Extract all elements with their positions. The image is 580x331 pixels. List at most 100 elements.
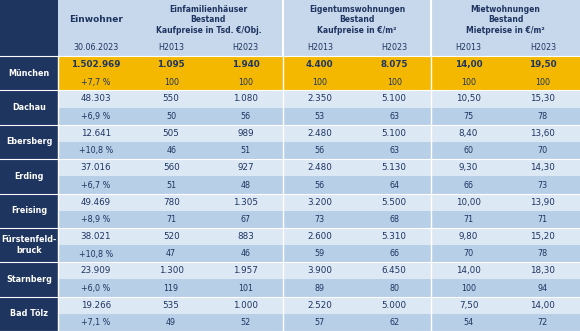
Text: 37.016: 37.016 xyxy=(81,163,111,172)
Text: 1.000: 1.000 xyxy=(233,301,258,310)
Text: 51: 51 xyxy=(166,181,176,190)
Bar xyxy=(0,90,58,125)
Bar xyxy=(506,40,580,56)
Text: 23.909: 23.909 xyxy=(81,266,111,275)
Bar xyxy=(432,0,580,40)
Bar xyxy=(134,40,208,56)
Text: 1.305: 1.305 xyxy=(233,198,258,207)
Bar xyxy=(58,314,580,331)
Text: +6,9 %: +6,9 % xyxy=(81,112,111,121)
Bar xyxy=(58,297,580,314)
Text: +6,7 %: +6,7 % xyxy=(81,181,111,190)
Text: Ebersberg: Ebersberg xyxy=(6,137,52,146)
Text: 989: 989 xyxy=(237,129,254,138)
Text: 10,50: 10,50 xyxy=(456,94,481,104)
Bar xyxy=(58,142,580,159)
Text: 62: 62 xyxy=(389,318,399,327)
Text: 56: 56 xyxy=(315,146,325,155)
Bar xyxy=(58,245,580,262)
Bar xyxy=(58,176,580,194)
Text: 3.200: 3.200 xyxy=(307,198,332,207)
Text: 49.469: 49.469 xyxy=(81,198,111,207)
Text: 6.450: 6.450 xyxy=(382,266,407,275)
Bar xyxy=(432,40,506,56)
Bar xyxy=(58,108,580,125)
Text: 3.900: 3.900 xyxy=(307,266,332,275)
Text: Einfamilienhäuser
Bestand
Kaufpreise in Tsd. €/Obj.: Einfamilienhäuser Bestand Kaufpreise in … xyxy=(155,5,261,35)
Text: H2023: H2023 xyxy=(233,43,259,53)
Text: Einwohner: Einwohner xyxy=(69,16,123,24)
Bar xyxy=(208,40,282,56)
Text: 70: 70 xyxy=(463,250,473,259)
Text: H2013: H2013 xyxy=(307,43,333,53)
Text: Erding: Erding xyxy=(14,172,44,181)
Bar xyxy=(0,262,58,297)
Bar xyxy=(0,40,58,56)
Text: 46: 46 xyxy=(241,250,251,259)
Text: Mietwohnungen
Bestand
Mietpreise in €/m²: Mietwohnungen Bestand Mietpreise in €/m² xyxy=(466,5,545,35)
Text: 1.940: 1.940 xyxy=(231,60,259,69)
Text: 94: 94 xyxy=(538,284,548,293)
Text: H2023: H2023 xyxy=(530,43,556,53)
Text: Freising: Freising xyxy=(11,206,47,215)
Text: 2.480: 2.480 xyxy=(307,129,332,138)
Text: 80: 80 xyxy=(389,284,399,293)
Text: H2023: H2023 xyxy=(381,43,407,53)
Bar xyxy=(0,297,58,331)
Text: 2.350: 2.350 xyxy=(307,94,332,104)
Text: 1.095: 1.095 xyxy=(157,60,185,69)
Text: Dachau: Dachau xyxy=(12,103,46,112)
Text: 71: 71 xyxy=(166,215,176,224)
Text: +7,7 %: +7,7 % xyxy=(81,78,111,87)
Text: Eigentumswohnungen
Bestand
Kaufpreise in €/m²: Eigentumswohnungen Bestand Kaufpreise in… xyxy=(309,5,405,35)
Text: 54: 54 xyxy=(463,318,473,327)
Text: 1.502.969: 1.502.969 xyxy=(71,60,121,69)
Text: 66: 66 xyxy=(389,250,399,259)
Text: Fürstenfeld-
bruck: Fürstenfeld- bruck xyxy=(1,235,57,255)
Text: 100: 100 xyxy=(313,78,327,87)
Text: +6,0 %: +6,0 % xyxy=(81,284,111,293)
Text: 73: 73 xyxy=(315,215,325,224)
Text: 71: 71 xyxy=(538,215,548,224)
Bar xyxy=(58,279,580,297)
Text: +10,8 %: +10,8 % xyxy=(79,146,113,155)
Bar xyxy=(0,56,58,90)
Text: Starnberg: Starnberg xyxy=(6,275,52,284)
Text: 57: 57 xyxy=(315,318,325,327)
Text: 15,30: 15,30 xyxy=(530,94,555,104)
Text: 10,00: 10,00 xyxy=(456,198,481,207)
Text: 2.480: 2.480 xyxy=(307,163,332,172)
Text: 19,50: 19,50 xyxy=(529,60,557,69)
Bar xyxy=(282,0,432,40)
Text: 78: 78 xyxy=(538,112,548,121)
Bar xyxy=(0,194,58,228)
Text: 14,00: 14,00 xyxy=(530,301,555,310)
Bar xyxy=(134,0,282,40)
Text: 78: 78 xyxy=(538,250,548,259)
Text: 60: 60 xyxy=(463,146,473,155)
Text: 927: 927 xyxy=(237,163,254,172)
Bar xyxy=(58,211,580,228)
Text: 100: 100 xyxy=(238,78,253,87)
Text: 51: 51 xyxy=(241,146,251,155)
Bar xyxy=(58,194,580,211)
Text: 505: 505 xyxy=(163,129,180,138)
Text: H2013: H2013 xyxy=(158,43,184,53)
Text: 47: 47 xyxy=(166,250,176,259)
Text: 19.266: 19.266 xyxy=(81,301,111,310)
Text: 1.080: 1.080 xyxy=(233,94,258,104)
Text: 67: 67 xyxy=(241,215,251,224)
Text: 5.130: 5.130 xyxy=(382,163,407,172)
Bar xyxy=(0,159,58,194)
Text: 18,30: 18,30 xyxy=(530,266,555,275)
Text: 48.303: 48.303 xyxy=(81,94,111,104)
Text: 56: 56 xyxy=(315,181,325,190)
Text: 100: 100 xyxy=(461,284,476,293)
Text: Bad Tölz: Bad Tölz xyxy=(10,309,48,318)
Text: 5.500: 5.500 xyxy=(382,198,407,207)
Text: 38.021: 38.021 xyxy=(81,232,111,241)
Text: 5.310: 5.310 xyxy=(382,232,407,241)
Text: 14,00: 14,00 xyxy=(455,60,483,69)
Bar xyxy=(58,40,134,56)
Text: 89: 89 xyxy=(315,284,325,293)
